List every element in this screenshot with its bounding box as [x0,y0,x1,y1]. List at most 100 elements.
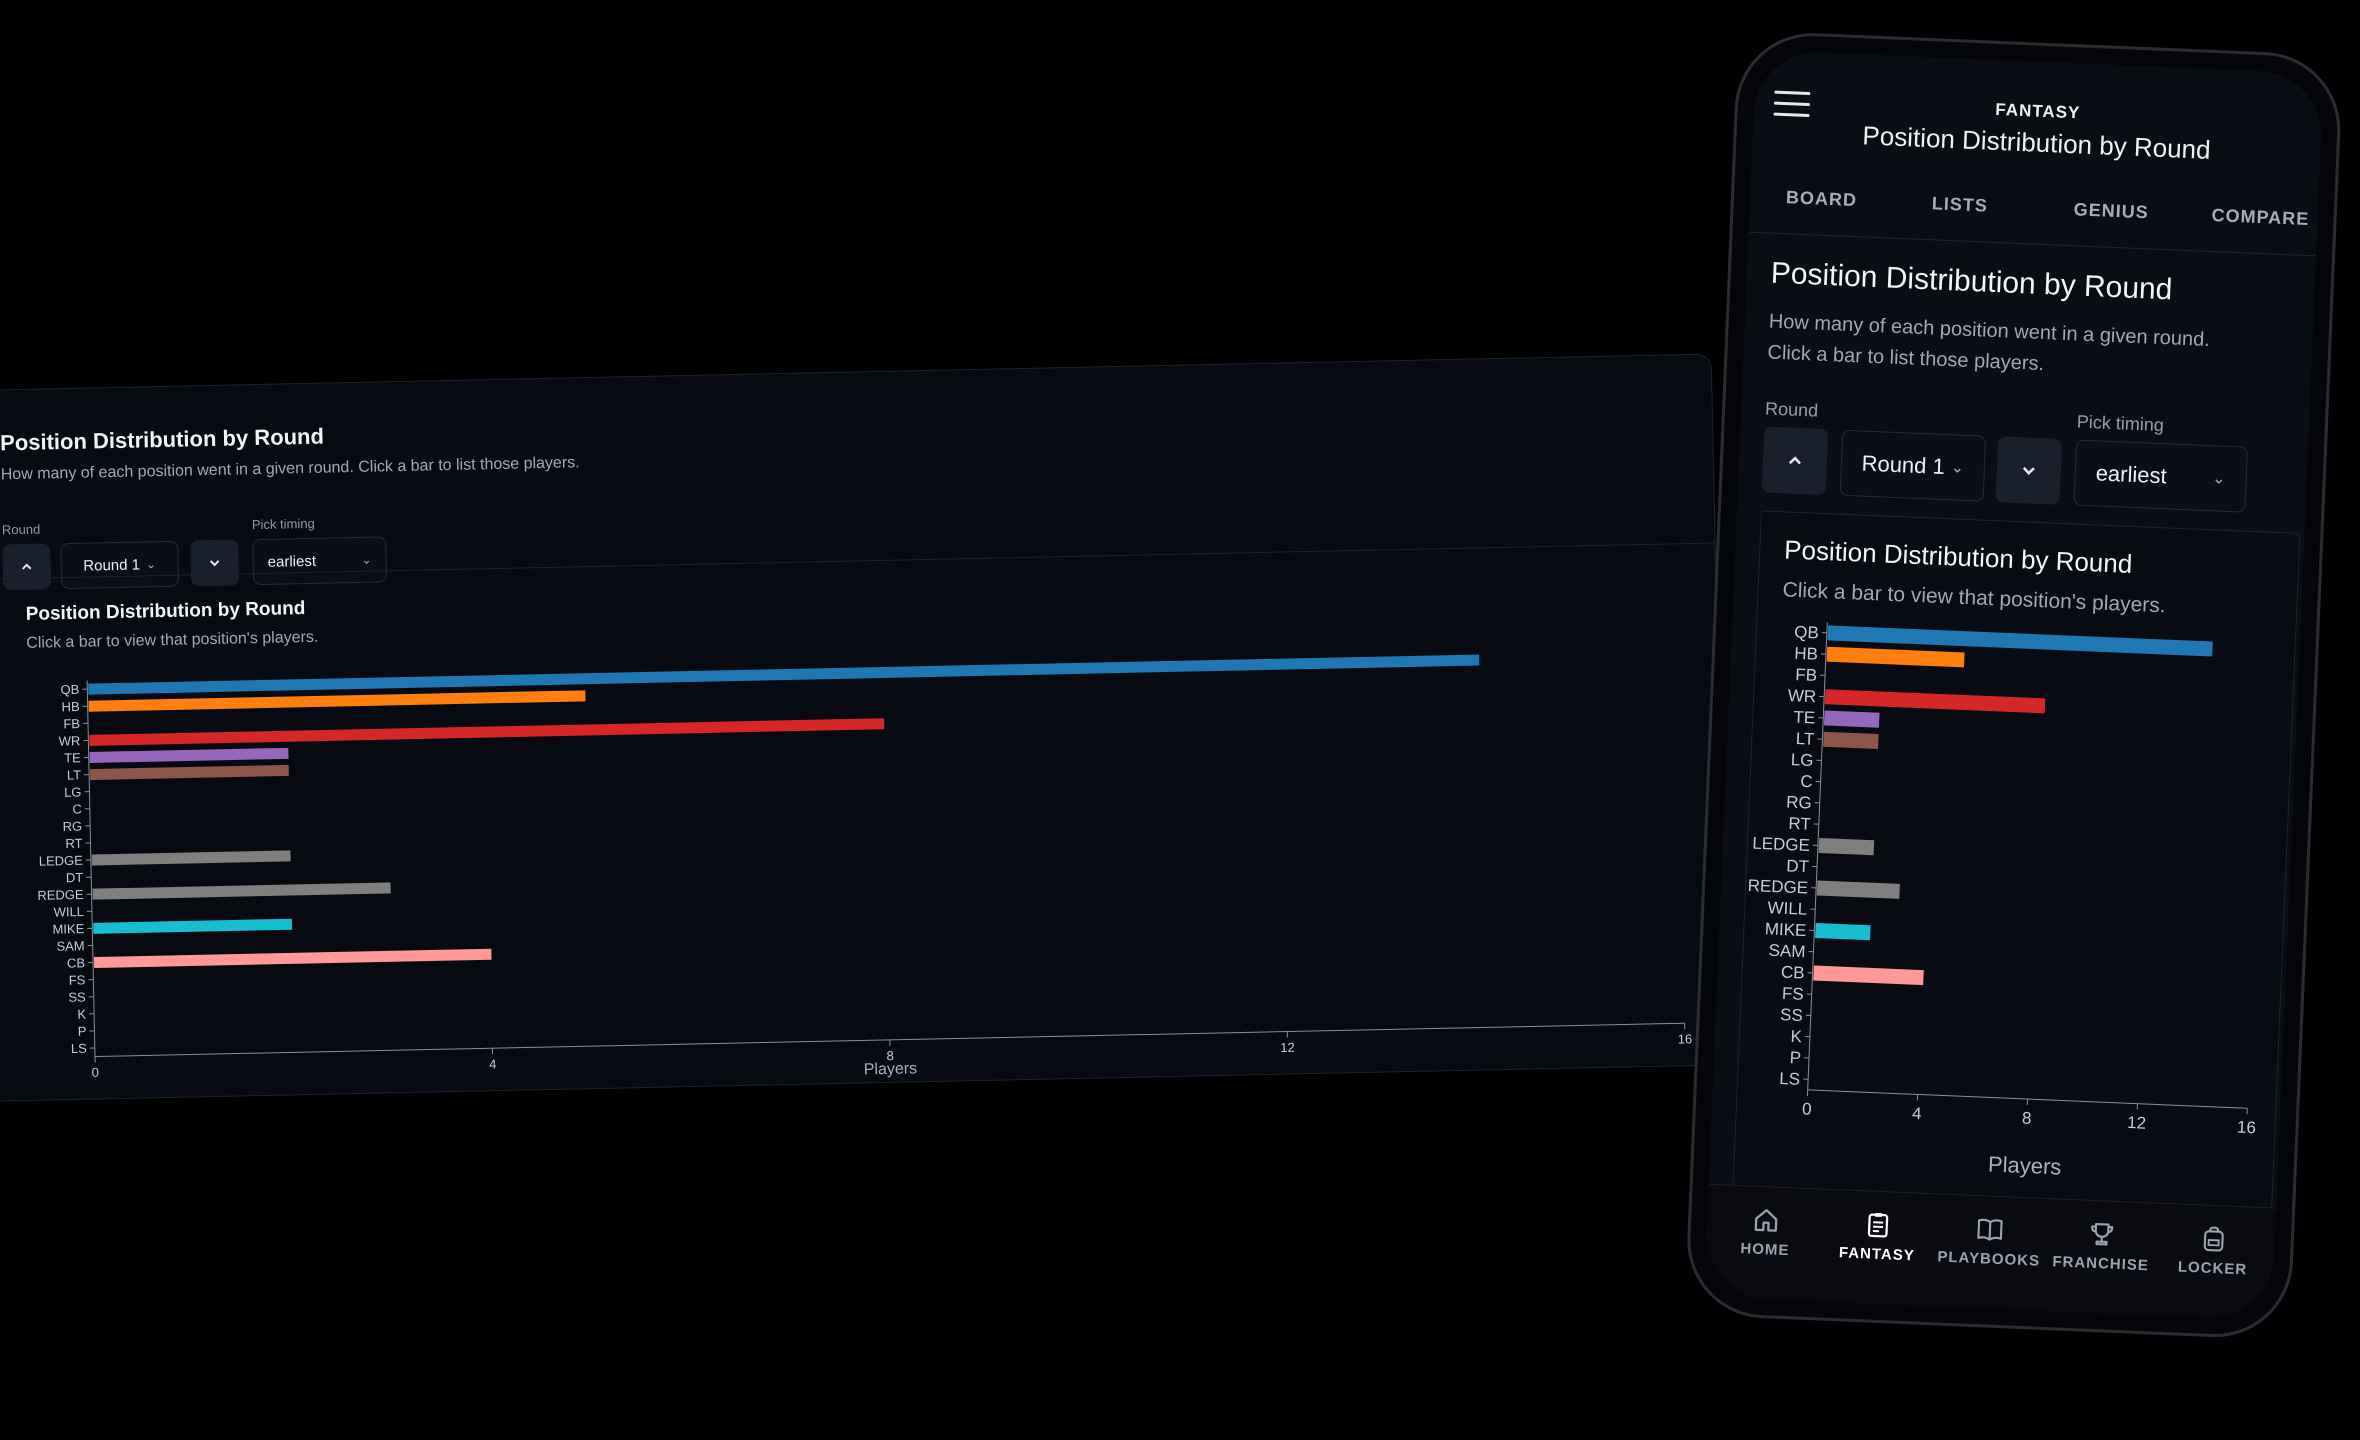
nav-fantasy[interactable]: FANTASY [1822,1208,1934,1267]
tab-lists[interactable]: LISTS [1931,193,1989,216]
bottom-nav: HOME FANTASY PLAYBOOKS FRANCHISE LOCKER [1703,1183,2277,1321]
tab-board[interactable]: BOARD [1785,187,1858,211]
x-axis-line [94,1022,1685,1058]
nav-franchise-label: FRANCHISE [2052,1253,2150,1275]
chevron-down-icon [2022,466,2035,475]
bar-redge [1816,880,1900,899]
x-tick-label: 0 [1802,1099,1812,1118]
pick-timing-label: Pick timing [251,515,315,533]
nav-home[interactable]: HOME [1710,1203,1822,1262]
bar-qb [88,654,1480,695]
round-label: Round [1764,398,1819,421]
y-tick-label: REDGE [1747,876,1808,898]
y-tick-label: P [1789,1048,1801,1067]
nav-franchise[interactable]: FRANCHISE [2045,1217,2157,1276]
y-tick-label: TE [64,750,81,765]
page-title: Position Distribution by Round [0,423,325,456]
y-tick-label: REDGE [37,887,84,903]
chart-subtitle: Click a bar to view that position's play… [26,628,319,652]
y-tick-label: K [77,1007,86,1022]
y-tick-label: RG [1786,792,1812,812]
y-tick-label: P [78,1024,87,1039]
pick-timing-select[interactable]: earliest ⌄ [2073,439,2248,513]
bar-hb [88,690,586,712]
y-tick-label: WILL [53,904,84,920]
round-down-button[interactable] [1995,436,2063,505]
round-up-button[interactable] [1761,426,1829,496]
tab-compare[interactable]: COMPARE [2211,205,2310,230]
tab-bar: BOARD LISTS GENIUS COMPARE [1748,169,2319,257]
chevron-down-icon: ⌄ [361,552,372,567]
nav-playbooks[interactable]: PLAYBOOKS [1933,1212,2045,1271]
x-tick-label: 4 [489,1056,497,1071]
nav-playbooks-label: PLAYBOOKS [1937,1248,2041,1270]
nav-locker[interactable]: LOCKER [2157,1222,2269,1281]
y-tick-label: FB [63,716,80,731]
y-tick-label: HB [1794,644,1818,664]
y-tick-label: TE [1793,708,1816,728]
y-tick-label: MIKE [1764,919,1806,940]
page-description: How many of each position went in a give… [0,454,580,484]
y-tick-label: RG [63,819,83,834]
x-tick-label: 16 [1678,1031,1693,1046]
y-tick-label: WILL [1767,898,1807,919]
round-down-button[interactable] [190,539,240,587]
x-axis-label: Players [1988,1151,2062,1179]
y-tick-label: FS [69,972,86,987]
x-tick-label: 0 [92,1065,100,1080]
pick-timing-value: earliest [267,552,317,571]
y-tick-label: LG [1790,750,1813,770]
locker-icon [2203,1226,2224,1252]
y-tick-label: HB [61,699,79,714]
chevron-down-icon: ⌄ [1950,459,1965,477]
y-tick-label: FB [1795,665,1818,685]
round-select[interactable]: Round 1 ⌄ [1839,429,1987,502]
bar-te [1823,710,1880,728]
book-icon [1977,1218,2003,1241]
bar-hb [1826,646,1965,668]
bar-mike [1815,922,1871,941]
y-tick-label: WR [1787,686,1816,706]
page-title: Position Distribution by Round [1770,256,2174,307]
round-select[interactable]: Round 1 ⌄ [60,540,180,590]
pick-timing-select[interactable]: earliest ⌄ [252,536,388,586]
x-axis-label: Players [864,1060,918,1078]
y-tick-label: RT [65,836,82,851]
y-axis-line [1807,622,1828,1090]
nav-home-label: HOME [1740,1240,1790,1260]
y-tick-label: DT [66,870,84,885]
bar-te [89,747,289,763]
bar-qb [1827,625,2213,657]
chevron-down-icon: ⌄ [145,557,157,572]
y-tick-label: LT [67,767,82,782]
chevron-down-icon: ⌄ [2211,470,2226,488]
pick-timing-label: Pick timing [2076,411,2165,436]
pick-timing-value: earliest [2095,460,2168,489]
y-tick-label: DT [1786,856,1809,876]
bar-lt [89,764,289,781]
y-tick-label: RT [1788,814,1811,834]
x-tick-label: 4 [1912,1104,1922,1123]
bar-redge [92,882,391,900]
y-axis-line [86,680,96,1057]
chart-title: Position Distribution by Round [25,598,306,625]
x-tick-label: 12 [2127,1113,2147,1133]
y-tick-label: LEDGE [39,853,84,869]
tab-genius[interactable]: GENIUS [2073,199,2150,223]
y-tick-label: LS [1779,1069,1801,1089]
nav-fantasy-label: FANTASY [1838,1244,1916,1265]
y-tick-label: SS [1780,1005,1803,1025]
y-tick-label: SS [68,989,86,1004]
y-tick-label: LEDGE [1752,834,1810,855]
chevron-down-icon [209,560,220,567]
y-tick-label: K [1790,1027,1803,1046]
round-select-value: Round 1 [83,555,141,575]
bar-ledge [91,850,291,866]
x-tick-label: 16 [2237,1118,2257,1138]
y-tick-label: LG [64,784,82,799]
desktop-panel: Position Distribution by Round How many … [0,353,1727,1102]
round-up-button[interactable] [2,543,52,591]
y-tick-label: LS [71,1041,88,1056]
chart-subtitle: Click a bar to view that position's play… [1782,578,2167,618]
bar-cb [93,948,492,969]
